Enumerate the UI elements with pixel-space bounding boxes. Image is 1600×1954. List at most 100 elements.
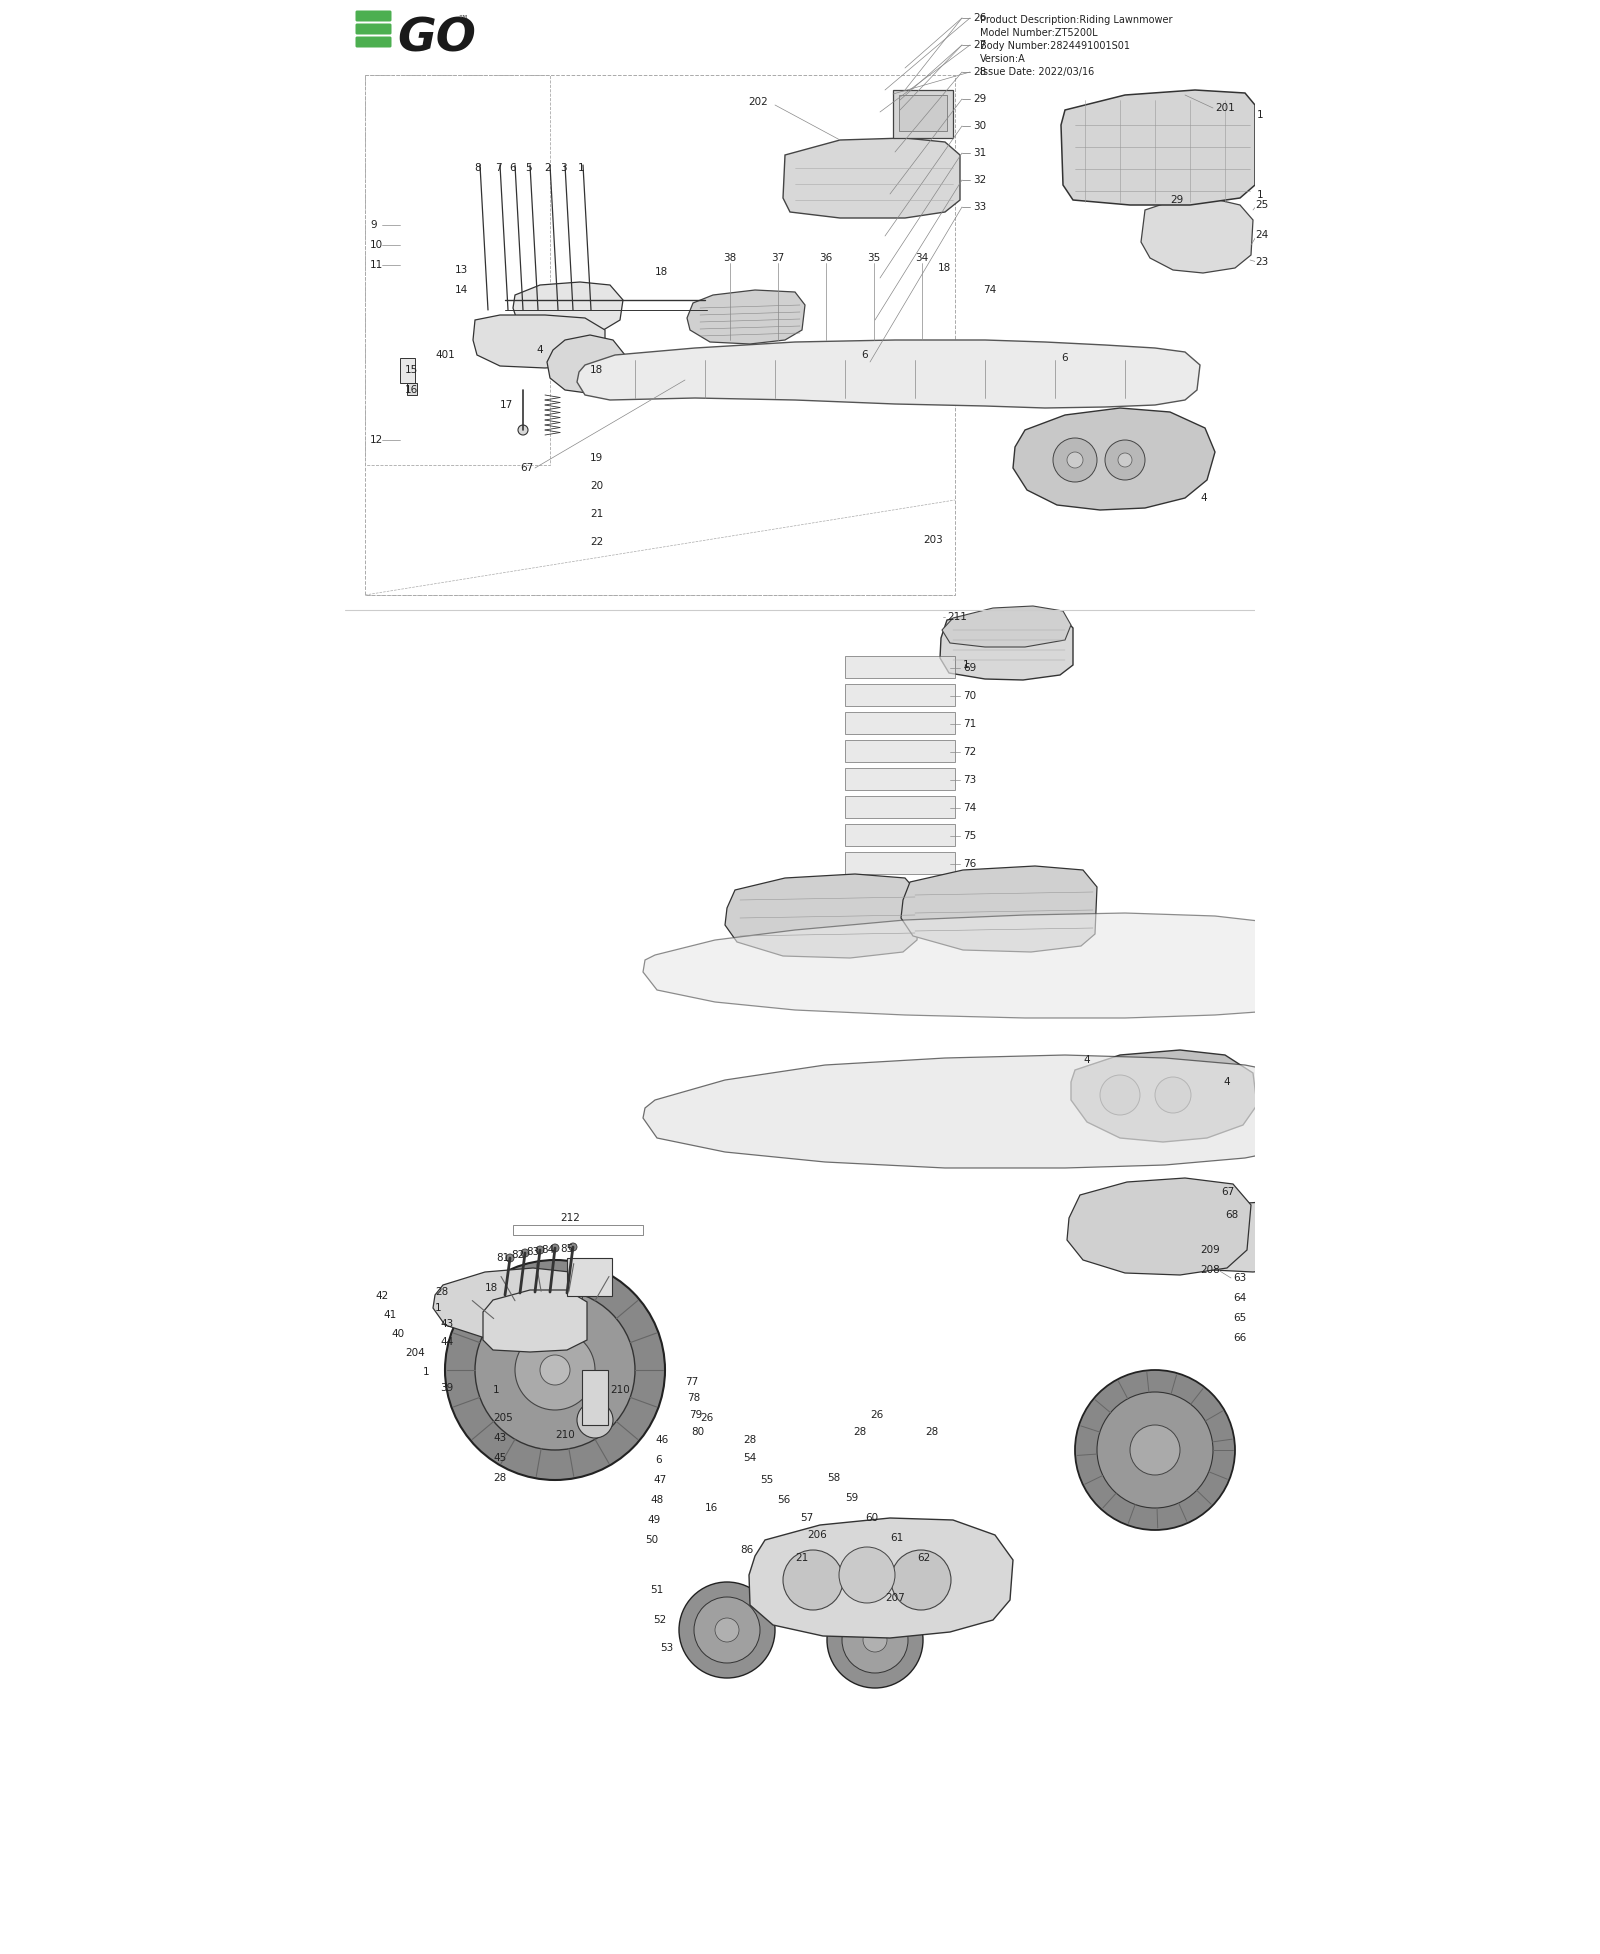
- Text: ™: ™: [458, 16, 469, 25]
- Text: 28: 28: [853, 1426, 866, 1436]
- Text: 72: 72: [963, 746, 976, 756]
- Polygon shape: [942, 606, 1070, 647]
- Text: 4: 4: [1222, 1077, 1230, 1086]
- Text: 61: 61: [890, 1534, 904, 1544]
- Text: 67: 67: [520, 463, 533, 473]
- Text: 51: 51: [650, 1585, 664, 1594]
- Text: 12: 12: [370, 436, 384, 446]
- FancyBboxPatch shape: [355, 37, 392, 47]
- Text: 73: 73: [963, 776, 976, 786]
- Polygon shape: [547, 334, 626, 393]
- Text: 18: 18: [654, 268, 669, 277]
- Circle shape: [838, 1548, 894, 1602]
- Text: 64: 64: [1234, 1294, 1246, 1303]
- Text: 70: 70: [963, 692, 976, 701]
- Text: 207: 207: [885, 1593, 904, 1602]
- Polygon shape: [782, 139, 960, 219]
- Text: 84: 84: [541, 1245, 555, 1254]
- Circle shape: [1101, 1075, 1139, 1116]
- Bar: [845, 795, 955, 819]
- Text: 6: 6: [510, 162, 517, 174]
- Text: 15: 15: [405, 365, 418, 375]
- Circle shape: [1155, 1077, 1190, 1114]
- Polygon shape: [474, 315, 605, 367]
- Text: 202: 202: [749, 98, 768, 107]
- Bar: [845, 852, 955, 873]
- Polygon shape: [749, 1518, 1013, 1637]
- Text: 16: 16: [405, 385, 418, 395]
- Text: 206: 206: [806, 1530, 827, 1540]
- FancyBboxPatch shape: [355, 23, 392, 35]
- Text: 1: 1: [435, 1303, 442, 1313]
- Text: 28: 28: [973, 66, 986, 76]
- Text: 18: 18: [938, 264, 952, 274]
- Text: 74: 74: [982, 285, 997, 295]
- Bar: [406, 383, 418, 395]
- Polygon shape: [1013, 408, 1214, 510]
- Text: 29: 29: [1170, 195, 1184, 205]
- Polygon shape: [434, 1268, 582, 1340]
- Text: 5: 5: [525, 162, 531, 174]
- Text: 205: 205: [493, 1413, 512, 1423]
- Text: 35: 35: [867, 252, 880, 264]
- Circle shape: [522, 1249, 530, 1256]
- Text: 26: 26: [870, 1411, 883, 1421]
- Text: 28: 28: [925, 1426, 938, 1436]
- Text: 39: 39: [440, 1383, 453, 1393]
- Text: 63: 63: [1234, 1272, 1246, 1284]
- Text: 26: 26: [701, 1413, 714, 1423]
- Text: 58: 58: [827, 1473, 840, 1483]
- Text: 48: 48: [650, 1495, 664, 1505]
- Bar: [899, 96, 947, 131]
- Text: 40: 40: [390, 1329, 405, 1338]
- Text: 60: 60: [866, 1512, 878, 1522]
- Circle shape: [1106, 440, 1146, 481]
- Circle shape: [1130, 1424, 1181, 1475]
- Text: 75: 75: [963, 830, 976, 840]
- Polygon shape: [1070, 1049, 1258, 1141]
- Polygon shape: [643, 913, 1355, 1018]
- Circle shape: [445, 1260, 666, 1479]
- Bar: [845, 768, 955, 789]
- Text: 10: 10: [370, 240, 382, 250]
- Text: 210: 210: [610, 1385, 630, 1395]
- Bar: [845, 711, 955, 735]
- Circle shape: [891, 1550, 950, 1610]
- Text: Version:A: Version:A: [979, 55, 1026, 64]
- Text: Body Number:2824491001S01: Body Number:2824491001S01: [979, 41, 1130, 51]
- Polygon shape: [686, 289, 805, 344]
- Text: 212: 212: [560, 1213, 579, 1223]
- Text: 42: 42: [374, 1292, 389, 1301]
- Text: 31: 31: [973, 149, 986, 158]
- Circle shape: [842, 1606, 909, 1673]
- Circle shape: [541, 1354, 570, 1385]
- Text: 80: 80: [691, 1426, 704, 1436]
- Text: 45: 45: [493, 1454, 506, 1464]
- Text: 50: 50: [645, 1536, 658, 1546]
- Text: 23: 23: [1254, 258, 1269, 268]
- Text: 4: 4: [536, 346, 544, 356]
- FancyBboxPatch shape: [355, 10, 392, 21]
- Text: 16: 16: [706, 1503, 718, 1512]
- Circle shape: [782, 1550, 843, 1610]
- Polygon shape: [1165, 1202, 1310, 1272]
- Polygon shape: [483, 1290, 587, 1352]
- Circle shape: [550, 1245, 558, 1253]
- Polygon shape: [725, 873, 920, 957]
- Text: 38: 38: [723, 252, 736, 264]
- Text: 78: 78: [686, 1393, 701, 1403]
- Text: 46: 46: [654, 1434, 669, 1446]
- Text: 43: 43: [440, 1319, 453, 1329]
- Text: 67: 67: [1221, 1186, 1234, 1198]
- Bar: [582, 1370, 608, 1424]
- Text: 79: 79: [690, 1411, 702, 1421]
- Circle shape: [570, 1243, 578, 1251]
- Text: 25: 25: [1254, 199, 1269, 209]
- Polygon shape: [1061, 90, 1254, 205]
- Circle shape: [518, 426, 528, 436]
- Text: 21: 21: [590, 508, 603, 520]
- Text: 65: 65: [1234, 1313, 1246, 1323]
- Text: 4: 4: [1083, 1055, 1090, 1065]
- Text: 81: 81: [496, 1253, 510, 1262]
- Text: 208: 208: [1200, 1264, 1219, 1276]
